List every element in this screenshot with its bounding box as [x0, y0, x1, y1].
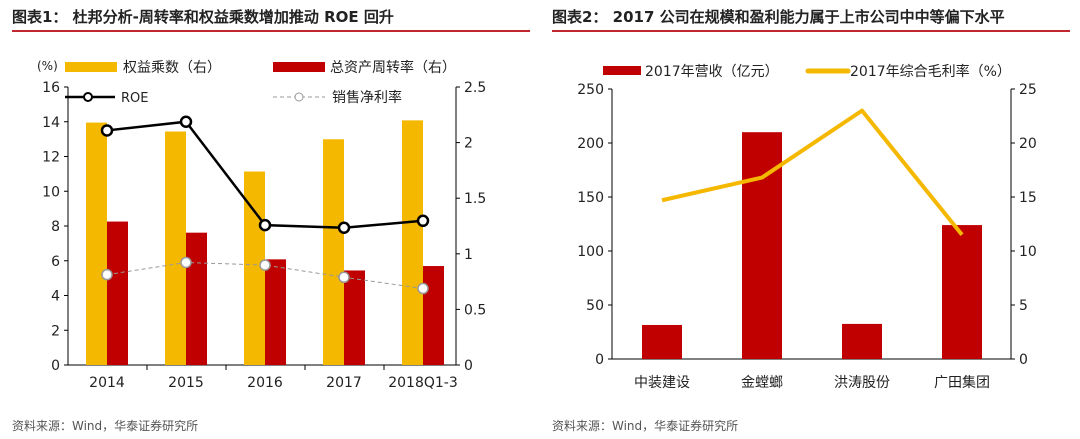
chart2-rule [552, 30, 1070, 32]
legend-margin-label: 销售净利率 [332, 89, 402, 106]
legend-roe-label: ROE [121, 91, 148, 106]
chart1-title: 图表1： 杜邦分析-周转率和权益乘数增加推动 ROE 回升 [12, 8, 394, 26]
chart1-net-margin-point [417, 282, 429, 295]
chart1-right-tick-label: 0 [464, 358, 473, 374]
legend-revenue-swatch [603, 66, 641, 75]
chart1-roe-point [258, 218, 272, 232]
chart1-right-tick-label: 1 [464, 247, 473, 263]
chart1-left-tick-label: 8 [51, 219, 60, 235]
chart1-right-tick-label: 2.5 [464, 80, 486, 96]
chart2-source: 资料来源：Wind，华泰证券研究所 [552, 419, 739, 433]
chart2-left-tick-label: 250 [577, 82, 604, 98]
legend-margin-label: 2017年综合毛利率（%） [850, 63, 1011, 80]
chart1-left-unit: (%) [37, 59, 58, 73]
chart2-right-tick-label: 0 [1019, 352, 1028, 368]
chart2-right-tick-label: 20 [1019, 136, 1037, 152]
chart2-left-tick-label: 0 [595, 352, 604, 368]
chart1-x-label: 2014 [89, 375, 125, 391]
legend-turnover-label: 总资产周转率（右） [330, 59, 456, 76]
chart2-x-label: 洪涛股份 [834, 375, 890, 391]
chart2-title: 图表2： 2017 公司在规模和盈利能力属于上市公司中中等偏下水平 [552, 8, 1005, 26]
chart2-bar-revenue [642, 324, 682, 359]
chart1-left-tick-label: 12 [42, 150, 60, 166]
chart2-left-tick-label: 100 [577, 244, 604, 260]
chart1-net-margin-point [338, 271, 350, 284]
chart1-x-label: 2016 [247, 375, 283, 391]
chart1-left-tick-label: 6 [51, 254, 60, 270]
chart1-bar-asset-turnover [423, 266, 444, 365]
chart2-right-tick-label: 5 [1019, 298, 1028, 314]
chart1-right-tick-label: 2 [464, 136, 473, 152]
legend-revenue-label: 2017年营收（亿元） [645, 64, 779, 80]
chart2-x-label: 金螳螂 [741, 375, 783, 391]
chart2-left-tick-label: 50 [586, 298, 604, 314]
chart2-bar-revenue [842, 323, 882, 359]
chart1-bar-equity-multiplier [165, 131, 186, 365]
chart1-net-margin-point [101, 268, 113, 281]
chart2-x-label: 中装建设 [634, 375, 690, 391]
chart1-roe-point [337, 221, 351, 234]
legend-equity-label: 权益乘数（右） [123, 60, 221, 76]
chart1-left-tick-label: 0 [51, 358, 60, 374]
chart1-bar-asset-turnover [265, 259, 286, 365]
chart2-x-label: 广田集团 [934, 374, 990, 391]
chart1-bar-equity-multiplier [86, 122, 107, 365]
chart1-x-label: 2017 [326, 375, 362, 391]
legend-roe-marker [83, 92, 93, 102]
chart1-roe-point [416, 214, 430, 228]
chart1-right-tick-label: 0.5 [464, 302, 486, 318]
chart1-rule [12, 30, 530, 32]
chart1-x-label: 2015 [168, 375, 204, 391]
chart2-right-tick-label: 10 [1019, 244, 1037, 260]
chart1-source: 资料来源：Wind，华泰证券研究所 [12, 419, 199, 433]
chart1-left-tick-label: 2 [51, 323, 60, 339]
legend-equity-swatch [65, 62, 117, 72]
chart2-bar-revenue [942, 225, 982, 359]
chart1-bar-equity-multiplier [323, 139, 344, 365]
chart1-left-tick-label: 14 [42, 115, 60, 131]
chart2-left-tick-label: 200 [577, 136, 604, 152]
chart1-roe-point [100, 124, 114, 137]
chart2-left-tick-label: 150 [577, 190, 604, 206]
chart1-bar-asset-turnover [107, 221, 128, 365]
legend-margin-marker [294, 92, 304, 102]
chart2-right-tick-label: 25 [1019, 82, 1037, 98]
legend-turnover-swatch [273, 62, 325, 72]
chart1-left-tick-label: 16 [42, 80, 60, 96]
chart1-left-tick-label: 4 [51, 289, 60, 305]
chart1-roe-point [179, 115, 193, 128]
chart1-net-margin-point [180, 256, 192, 269]
chart1-bar-asset-turnover [186, 232, 207, 365]
chart1-bar-equity-multiplier [402, 120, 423, 365]
chart1-bar-asset-turnover [344, 270, 365, 365]
chart2-gross-margin-line [661, 108, 964, 237]
chart1-net-margin-point [259, 259, 271, 271]
chart2-right-tick-label: 15 [1019, 190, 1037, 206]
chart1-left-tick-label: 10 [42, 184, 60, 200]
chart1-x-label: 2018Q1-3 [388, 375, 458, 391]
chart1-right-tick-label: 1.5 [464, 191, 486, 207]
